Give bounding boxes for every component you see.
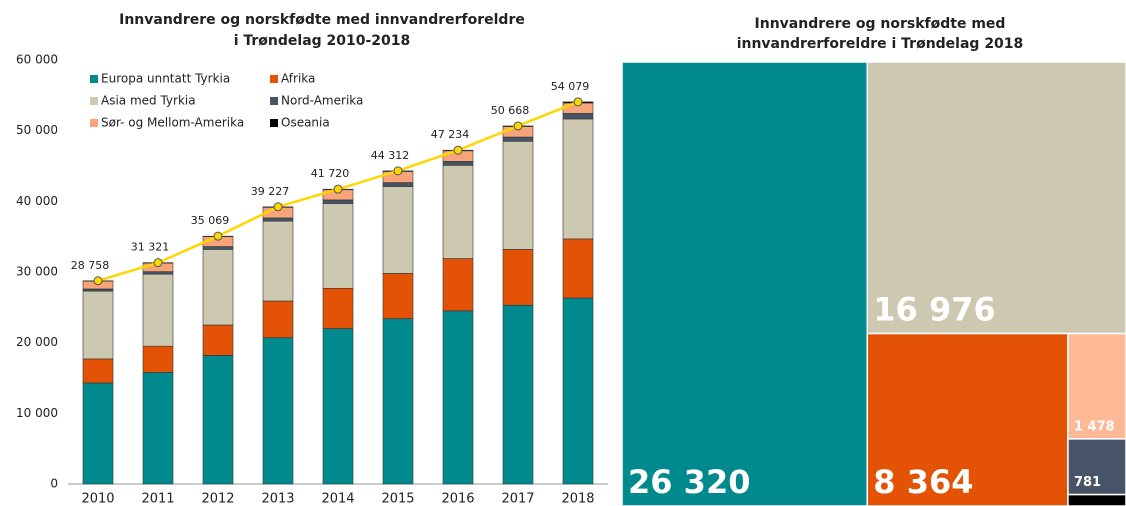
tile-label: 8 364 xyxy=(873,463,973,501)
x-tick-label: 2012 xyxy=(201,492,234,506)
total-marker xyxy=(393,166,403,176)
x-tick-label: 2018 xyxy=(561,492,594,506)
bar-segment xyxy=(202,246,234,250)
legend-swatch xyxy=(90,119,98,127)
bar-segment xyxy=(142,273,174,347)
y-tick-label: 0 xyxy=(50,477,58,491)
x-tick-label: 2016 xyxy=(441,492,474,506)
bar-segment xyxy=(322,328,354,485)
bar-segment xyxy=(82,288,114,292)
tile-label: 1 478 xyxy=(1074,419,1115,434)
bar-segment xyxy=(562,118,594,240)
bar-segment xyxy=(262,300,294,339)
treemap-tile xyxy=(1067,332,1126,440)
legend-label: Sør- og Mellom-Amerika xyxy=(101,116,244,130)
data-label: 39 227 xyxy=(251,185,290,198)
y-tick-label: 10 000 xyxy=(16,406,58,420)
y-tick-label: 30 000 xyxy=(16,265,58,279)
chart-title: Innvandrere og norskfødte med innvandrer… xyxy=(119,12,525,28)
bar-segment xyxy=(382,318,414,485)
legend-label: Europa unntatt Tyrkia xyxy=(101,72,230,86)
legend-swatch xyxy=(90,75,98,83)
x-tick-label: 2013 xyxy=(261,492,294,506)
treemap-tile xyxy=(1067,493,1126,506)
y-tick-label: 60 000 xyxy=(16,53,58,67)
data-label: 41 720 xyxy=(311,167,350,180)
data-label: 54 079 xyxy=(551,80,590,93)
bar-segment xyxy=(322,203,354,289)
data-label: 47 234 xyxy=(431,128,470,141)
x-tick-label: 2014 xyxy=(321,492,354,506)
bar-segment xyxy=(502,136,534,142)
bar-segment xyxy=(442,310,474,485)
total-marker xyxy=(513,121,523,131)
bar-segment xyxy=(562,113,594,120)
legend-swatch xyxy=(270,119,278,127)
treemap-tile xyxy=(866,61,1126,335)
total-marker xyxy=(573,97,583,107)
bar-segment xyxy=(262,220,294,302)
legend-label: Oseania xyxy=(281,116,330,130)
bar-segment xyxy=(562,297,594,485)
chart-title: i Trøndelag 2010-2018 xyxy=(234,33,411,49)
x-tick-label: 2010 xyxy=(81,492,114,506)
bar-segment xyxy=(502,140,534,250)
bar-segment xyxy=(82,382,114,485)
legend-label: Nord-Amerika xyxy=(281,94,363,108)
tile-label: 781 xyxy=(1074,475,1101,490)
bar-segment xyxy=(202,249,234,326)
data-label: 28 758 xyxy=(71,259,110,272)
y-tick-label: 50 000 xyxy=(16,123,58,137)
legend-swatch xyxy=(270,75,278,83)
data-label: 44 312 xyxy=(371,149,410,162)
data-label: 50 668 xyxy=(491,104,530,117)
legend-swatch xyxy=(270,97,278,105)
bar-segment xyxy=(502,304,534,485)
total-marker xyxy=(453,145,463,155)
legend-label: Afrika xyxy=(281,72,315,86)
treemap-tile xyxy=(621,61,869,506)
y-tick-label: 40 000 xyxy=(16,194,58,208)
tile-label: 26 320 xyxy=(628,463,750,501)
bar-segment xyxy=(442,161,474,166)
total-marker xyxy=(273,202,283,212)
bar-segment xyxy=(442,164,474,259)
treemap-tile xyxy=(866,332,1069,506)
bar-segment xyxy=(202,355,234,485)
tile-label: 16 976 xyxy=(873,291,995,329)
bar-segment xyxy=(382,186,414,274)
total-marker xyxy=(153,258,163,268)
treemap-tile xyxy=(1067,438,1126,496)
bar-segment xyxy=(322,287,354,329)
data-label: 35 069 xyxy=(191,214,230,227)
legend-swatch xyxy=(90,97,98,105)
data-label: 31 321 xyxy=(131,241,170,254)
y-tick-label: 20 000 xyxy=(16,335,58,349)
bar-segment xyxy=(82,290,114,360)
bar-segment xyxy=(442,258,474,312)
bar-segment xyxy=(142,345,174,373)
bar-segment xyxy=(262,217,294,222)
x-tick-label: 2011 xyxy=(141,492,174,506)
total-marker xyxy=(333,184,343,194)
bar-segment xyxy=(382,182,414,187)
x-tick-label: 2015 xyxy=(381,492,414,506)
total-marker xyxy=(93,276,103,286)
total-marker xyxy=(213,231,223,241)
chart-title: innvandrerforeldre i Trøndelag 2018 xyxy=(737,36,1024,52)
bar-segment xyxy=(82,358,114,384)
bar-segment xyxy=(502,249,534,306)
bar-segment xyxy=(202,324,234,356)
bar-segment xyxy=(142,372,174,485)
bar-segment xyxy=(322,199,354,204)
bar-segment xyxy=(562,238,594,299)
x-tick-label: 2017 xyxy=(501,492,534,506)
bar-segment xyxy=(382,273,414,319)
bar-segment xyxy=(142,271,174,275)
legend-label: Asia med Tyrkia xyxy=(101,94,196,108)
chart-title: Innvandrere og norskfødte med xyxy=(755,16,1006,32)
bar-segment xyxy=(262,337,294,485)
